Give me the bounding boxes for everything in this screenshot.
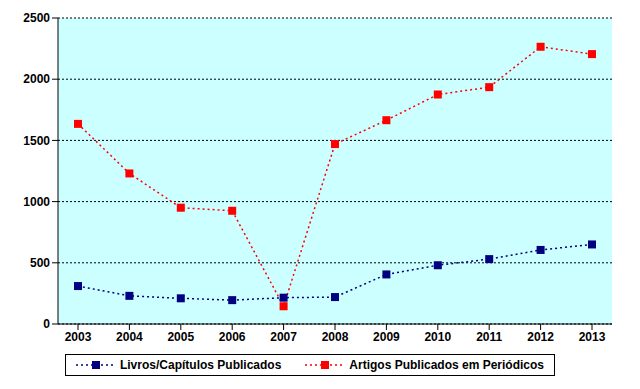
svg-text:2005: 2005 <box>167 330 194 344</box>
svg-text:2008: 2008 <box>322 330 349 344</box>
svg-text:2009: 2009 <box>373 330 400 344</box>
svg-text:500: 500 <box>30 256 50 270</box>
svg-text:1500: 1500 <box>23 134 50 148</box>
svg-text:2006: 2006 <box>219 330 246 344</box>
svg-text:2012: 2012 <box>527 330 554 344</box>
svg-text:1000: 1000 <box>23 195 50 209</box>
svg-text:2010: 2010 <box>424 330 451 344</box>
html-text:Livros/Capítulos Publicados: Livros/Capítulos Publicados <box>120 358 282 372</box>
svg-text:2003: 2003 <box>65 330 92 344</box>
svg-text:2004: 2004 <box>116 330 143 344</box>
svg-text:2011: 2011 <box>476 330 502 344</box>
html-text:Artigos Publicados em Periódic: Artigos Publicados em Periódicos <box>349 358 544 372</box>
svg-text:2000: 2000 <box>23 72 50 86</box>
svg-text:2013: 2013 <box>579 330 606 344</box>
svg-text:0: 0 <box>43 317 50 331</box>
svg-text:2500: 2500 <box>23 11 50 25</box>
svg-text:2007: 2007 <box>270 330 297 344</box>
